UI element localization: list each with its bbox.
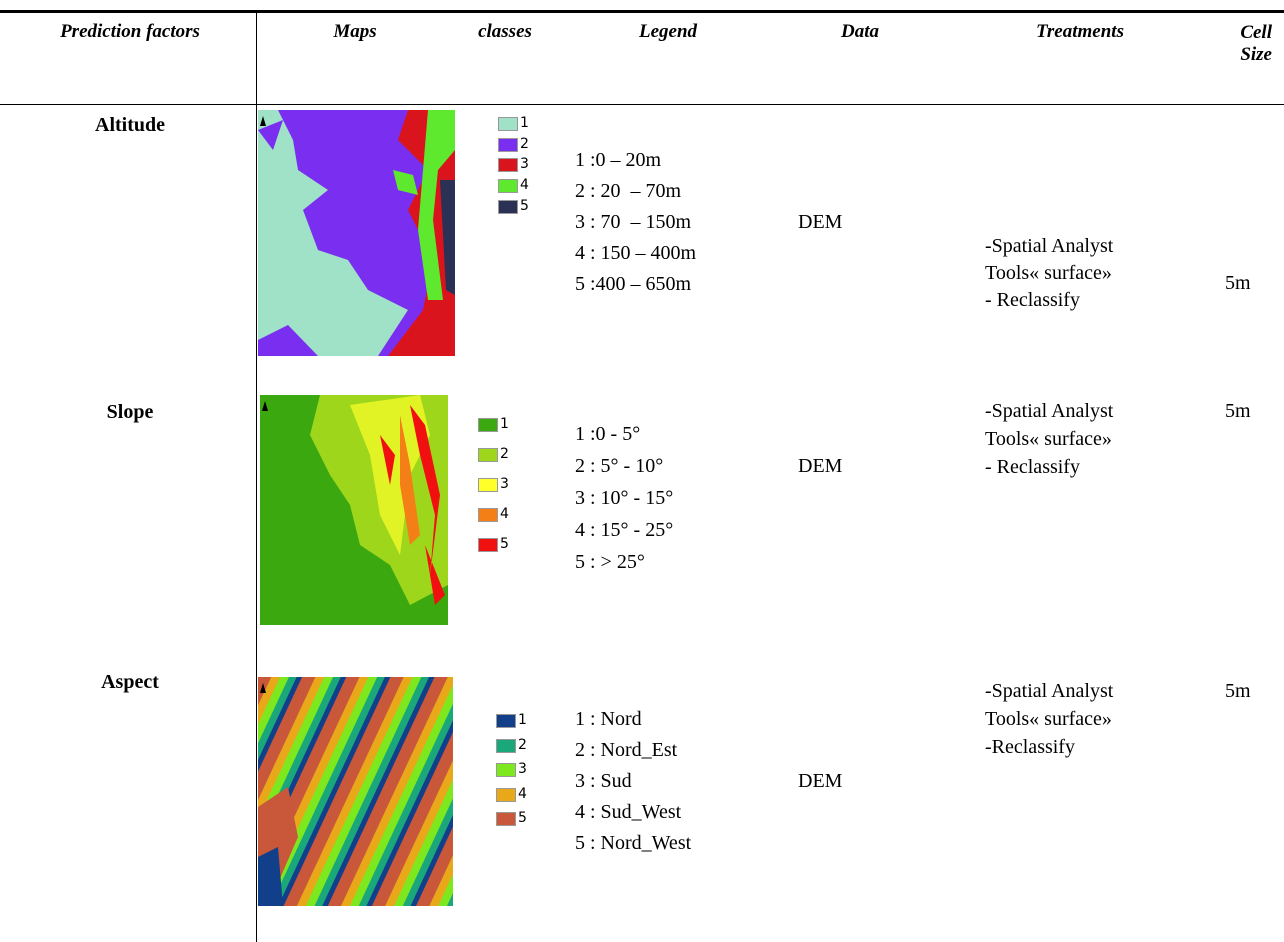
treatment-line: Tools« surface» <box>985 263 1112 283</box>
class-swatch <box>498 179 518 193</box>
data-source: DEM <box>798 456 842 476</box>
class-swatch <box>478 478 498 492</box>
data-source: DEM <box>798 212 842 232</box>
treatment-line: - Reclassify <box>985 290 1080 310</box>
class-label: 5 <box>520 199 529 213</box>
header-rule <box>0 104 1284 105</box>
cell-size: 5m <box>1225 681 1251 701</box>
class-label: 2 <box>520 137 529 151</box>
class-label: 4 <box>520 178 529 192</box>
slope-map <box>260 395 448 625</box>
class-swatch <box>478 508 498 522</box>
aspect-map <box>258 677 453 906</box>
legend-entry: 4 : Sud_West <box>575 802 681 822</box>
class-swatch <box>498 200 518 214</box>
legend-entry: 2 : 20 – 70m <box>575 181 681 201</box>
class-label: 3 <box>518 762 527 776</box>
class-label: 5 <box>500 537 509 551</box>
class-label: 1 <box>500 417 509 431</box>
class-swatch <box>498 138 518 152</box>
factor-label: Slope <box>30 402 230 422</box>
legend-entry: 3 : 10° - 15° <box>575 488 673 508</box>
class-swatch <box>478 538 498 552</box>
class-label: 4 <box>500 507 509 521</box>
class-swatch <box>496 812 516 826</box>
treatment-line: -Spatial Analyst <box>985 681 1113 701</box>
class-swatch <box>498 117 518 131</box>
treatment-line: - Reclassify <box>985 457 1080 477</box>
header-cell: Cell Size <box>1222 22 1272 66</box>
class-label: 1 <box>520 116 529 130</box>
legend-entry: 2 : Nord_Est <box>575 740 677 760</box>
class-label: 3 <box>520 157 529 171</box>
legend-entry: 5 : Nord_West <box>575 833 691 853</box>
class-swatch <box>478 448 498 462</box>
data-source: DEM <box>798 771 842 791</box>
cell-size: 5m <box>1225 401 1251 421</box>
legend-entry: 5 :400 – 650m <box>575 274 691 294</box>
class-label: 3 <box>500 477 509 491</box>
legend-entry: 2 : 5° - 10° <box>575 456 663 476</box>
class-label: 1 <box>518 713 527 727</box>
legend-entry: 3 : Sud <box>575 771 632 791</box>
treatment-line: Tools« surface» <box>985 429 1112 449</box>
treatment-line: -Spatial Analyst <box>985 401 1113 421</box>
header-cell: Treatments <box>980 22 1180 41</box>
legend-entry: 1 :0 - 5° <box>575 424 640 444</box>
legend-entry: 5 : > 25° <box>575 552 645 572</box>
header-cell: Prediction factors <box>30 22 230 41</box>
class-swatch <box>496 788 516 802</box>
factor-label: Aspect <box>30 672 230 692</box>
treatment-line: -Spatial Analyst <box>985 236 1113 256</box>
class-swatch <box>478 418 498 432</box>
treatment-line: -Reclassify <box>985 737 1075 757</box>
header-cell: Data <box>760 22 960 41</box>
legend-entry: 3 : 70 – 150m <box>575 212 691 232</box>
class-label: 2 <box>518 738 527 752</box>
factor-label: Altitude <box>30 115 230 135</box>
class-swatch <box>496 714 516 728</box>
treatment-line: Tools« surface» <box>985 709 1112 729</box>
legend-entry: 1 :0 – 20m <box>575 150 661 170</box>
header-cell: Legend <box>568 22 768 41</box>
cell-size: 5m <box>1225 273 1251 293</box>
column-rule <box>256 12 257 942</box>
class-label: 5 <box>518 811 527 825</box>
class-label: 2 <box>500 447 509 461</box>
table-page: Prediction factorsMapsclassesLegendDataT… <box>0 0 1284 942</box>
legend-entry: 4 : 150 – 400m <box>575 243 696 263</box>
class-swatch <box>498 158 518 172</box>
top-rule <box>0 10 1284 13</box>
class-swatch <box>496 739 516 753</box>
class-swatch <box>496 763 516 777</box>
legend-entry: 4 : 15° - 25° <box>575 520 673 540</box>
legend-entry: 1 : Nord <box>575 709 642 729</box>
altitude-map <box>258 110 455 356</box>
class-label: 4 <box>518 787 527 801</box>
